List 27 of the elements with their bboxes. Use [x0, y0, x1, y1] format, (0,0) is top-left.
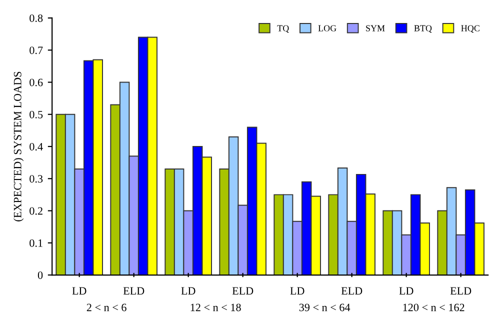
legend-label: BTQ: [414, 25, 432, 33]
legend-label: HQC: [461, 25, 480, 33]
y-tick-label: 0.1: [30, 239, 42, 247]
x-tick-label: ELD: [341, 287, 362, 295]
text: 12 < n < 18: [190, 304, 241, 312]
y-tick-label: 0.7: [30, 46, 43, 54]
text: 39 < n < 64: [299, 304, 350, 312]
y-tick-label: 0.8: [30, 14, 43, 22]
y-tick-label: 0.6: [30, 78, 43, 86]
text: 2 < n < 6: [86, 304, 126, 312]
x-tick-label: LD: [399, 287, 414, 295]
y-axis-title: (EXPECTED) SYSTEM LOADS: [14, 72, 24, 222]
y-tick-label: 0: [38, 271, 43, 279]
x-tick-label: ELD: [123, 287, 144, 295]
y-tick-label: 0.5: [30, 110, 43, 118]
y-tick-label: 0.2: [30, 207, 42, 215]
legend-label: LOG: [318, 25, 336, 32]
x-tick-label: LD: [181, 287, 196, 295]
legend-label: TQ: [277, 25, 289, 33]
x-tick-label: ELD: [232, 287, 254, 295]
x-tick-label: LD: [72, 287, 86, 295]
x-tick-label: LD: [290, 287, 304, 295]
y-tick-label: 0.4: [30, 142, 43, 151]
legend-label: SYM: [366, 25, 385, 32]
y-tick-label: 0.3: [30, 175, 43, 183]
text: 120 < n < 162: [403, 304, 464, 312]
x-tick-label: ELD: [450, 287, 472, 295]
